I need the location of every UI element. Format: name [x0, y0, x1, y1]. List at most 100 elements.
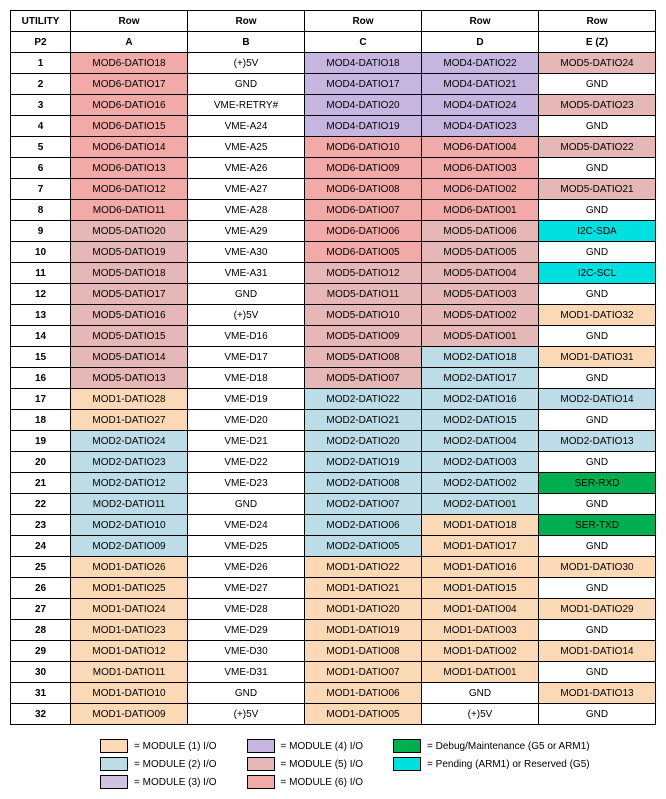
cell: MOD1-DATIO31 — [539, 347, 656, 368]
cell: MOD2-DATIO06 — [305, 515, 422, 536]
cell: VME-A24 — [188, 116, 305, 137]
row-number: 30 — [11, 662, 71, 683]
legend-swatch — [100, 739, 128, 753]
row-number: 27 — [11, 599, 71, 620]
cell: GND — [539, 704, 656, 725]
cell: VME-D29 — [188, 620, 305, 641]
cell: MOD5-DATIO17 — [71, 284, 188, 305]
row-number: 23 — [11, 515, 71, 536]
pinout-table: UTILITY Row Row Row Row Row P2 A B C D E… — [10, 10, 656, 725]
row-number: 5 — [11, 137, 71, 158]
cell: VME-RETRY# — [188, 95, 305, 116]
cell: MOD2-DATIO20 — [305, 431, 422, 452]
cell: MOD4-DATIO20 — [305, 95, 422, 116]
table-body: 1MOD6-DATIO18(+)5VMOD4-DATIO18MOD4-DATIO… — [11, 53, 656, 725]
cell: MOD5-DATIO13 — [71, 368, 188, 389]
cell: GND — [539, 452, 656, 473]
table-row: 9MOD5-DATIO20VME-A29MOD6-DATIO06MOD5-DAT… — [11, 221, 656, 242]
cell: MOD4-DATIO18 — [305, 53, 422, 74]
row-number: 18 — [11, 410, 71, 431]
table-row: 23MOD2-DATIO10VME-D24MOD2-DATIO06MOD1-DA… — [11, 515, 656, 536]
cell: MOD5-DATIO16 — [71, 305, 188, 326]
row-number: 3 — [11, 95, 71, 116]
cell: MOD5-DATIO09 — [305, 326, 422, 347]
legend-item: = MODULE (6) I/O — [247, 775, 364, 789]
cell: MOD2-DATIO23 — [71, 452, 188, 473]
cell: MOD2-DATIO22 — [305, 389, 422, 410]
table-row: 27MOD1-DATIO24VME-D28MOD1-DATIO20MOD1-DA… — [11, 599, 656, 620]
cell: MOD5-DATIO01 — [422, 326, 539, 347]
cell: SER-RXD — [539, 473, 656, 494]
cell: (+)5V — [422, 704, 539, 725]
table-row: 15MOD5-DATIO14VME-D17MOD5-DATIO08MOD2-DA… — [11, 347, 656, 368]
table-row: 22MOD2-DATIO11GNDMOD2-DATIO07MOD2-DATIO0… — [11, 494, 656, 515]
cell: MOD6-DATIO02 — [422, 179, 539, 200]
cell: MOD1-DATIO23 — [71, 620, 188, 641]
cell: VME-D19 — [188, 389, 305, 410]
legend-label: = MODULE (6) I/O — [281, 777, 364, 788]
cell: MOD4-DATIO21 — [422, 74, 539, 95]
legend-label: = MODULE (2) I/O — [134, 759, 217, 770]
cell: MOD2-DATIO16 — [422, 389, 539, 410]
cell: VME-D31 — [188, 662, 305, 683]
row-number: 7 — [11, 179, 71, 200]
cell: MOD1-DATIO27 — [71, 410, 188, 431]
cell: MOD6-DATIO16 — [71, 95, 188, 116]
header-col-e: E (Z) — [539, 32, 656, 53]
table-row: 21MOD2-DATIO12VME-D23MOD2-DATIO08MOD2-DA… — [11, 473, 656, 494]
row-number: 4 — [11, 116, 71, 137]
cell: MOD2-DATIO14 — [539, 389, 656, 410]
legend-item: = Debug/Maintenance (G5 or ARM1) — [393, 739, 590, 753]
cell: MOD5-DATIO02 — [422, 305, 539, 326]
cell: GND — [539, 662, 656, 683]
cell: GND — [188, 284, 305, 305]
table-row: 28MOD1-DATIO23VME-D29MOD1-DATIO19MOD1-DA… — [11, 620, 656, 641]
table-row: 5MOD6-DATIO14VME-A25MOD6-DATIO10MOD6-DAT… — [11, 137, 656, 158]
table-header: UTILITY Row Row Row Row Row P2 A B C D E… — [11, 11, 656, 53]
cell: MOD2-DATIO05 — [305, 536, 422, 557]
cell: MOD1-DATIO09 — [71, 704, 188, 725]
table-row: 25MOD1-DATIO26VME-D26MOD1-DATIO22MOD1-DA… — [11, 557, 656, 578]
cell: MOD6-DATIO11 — [71, 200, 188, 221]
cell: I2C-SDA — [539, 221, 656, 242]
cell: MOD6-DATIO09 — [305, 158, 422, 179]
row-number: 29 — [11, 641, 71, 662]
cell: MOD2-DATIO09 — [71, 536, 188, 557]
cell: MOD1-DATIO18 — [422, 515, 539, 536]
cell: VME-D30 — [188, 641, 305, 662]
legend-column: = Debug/Maintenance (G5 or ARM1)= Pendin… — [393, 739, 590, 789]
cell: MOD6-DATIO01 — [422, 200, 539, 221]
cell: GND — [422, 683, 539, 704]
cell: GND — [188, 74, 305, 95]
cell: MOD1-DATIO16 — [422, 557, 539, 578]
table-row: 11MOD5-DATIO18VME-A31MOD5-DATIO12MOD5-DA… — [11, 263, 656, 284]
row-number: 15 — [11, 347, 71, 368]
cell: VME-D25 — [188, 536, 305, 557]
cell: MOD1-DATIO04 — [422, 599, 539, 620]
cell: MOD2-DATIO19 — [305, 452, 422, 473]
cell: MOD1-DATIO12 — [71, 641, 188, 662]
table-row: 14MOD5-DATIO15VME-D16MOD5-DATIO09MOD5-DA… — [11, 326, 656, 347]
legend-column: = MODULE (4) I/O= MODULE (5) I/O= MODULE… — [247, 739, 364, 789]
row-number: 21 — [11, 473, 71, 494]
cell: VME-D18 — [188, 368, 305, 389]
cell: MOD1-DATIO15 — [422, 578, 539, 599]
row-number: 12 — [11, 284, 71, 305]
table-row: 3MOD6-DATIO16VME-RETRY#MOD4-DATIO20MOD4-… — [11, 95, 656, 116]
row-number: 20 — [11, 452, 71, 473]
cell: VME-D26 — [188, 557, 305, 578]
row-number: 2 — [11, 74, 71, 95]
cell: MOD5-DATIO12 — [305, 263, 422, 284]
legend-item: = MODULE (2) I/O — [100, 757, 217, 771]
cell: MOD1-DATIO01 — [422, 662, 539, 683]
table-row: 31MOD1-DATIO10GNDMOD1-DATIO06GNDMOD1-DAT… — [11, 683, 656, 704]
cell: (+)5V — [188, 704, 305, 725]
header-col-d: D — [422, 32, 539, 53]
legend-item: = MODULE (3) I/O — [100, 775, 217, 789]
cell: MOD4-DATIO22 — [422, 53, 539, 74]
table-row: 4MOD6-DATIO15VME-A24MOD4-DATIO19MOD4-DAT… — [11, 116, 656, 137]
table-row: 7MOD6-DATIO12VME-A27MOD6-DATIO08MOD6-DAT… — [11, 179, 656, 200]
table-row: 32MOD1-DATIO09(+)5VMOD1-DATIO05(+)5VGND — [11, 704, 656, 725]
legend-swatch — [247, 757, 275, 771]
cell: VME-D27 — [188, 578, 305, 599]
